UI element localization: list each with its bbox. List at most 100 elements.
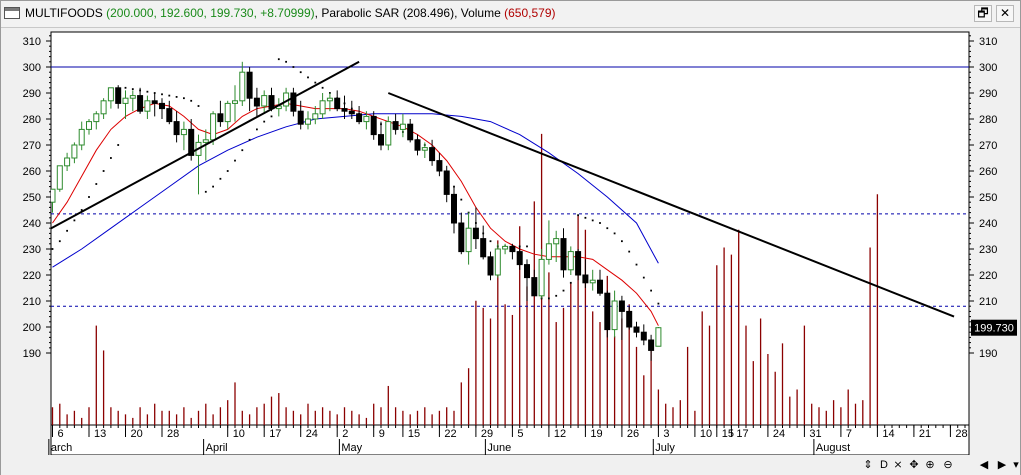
x-tick-label: 17	[269, 428, 281, 440]
x-tick-label: 5	[517, 428, 523, 440]
x-tick-label: 9	[379, 428, 385, 440]
sar-dot	[183, 97, 185, 100]
candle-up	[421, 147, 428, 151]
window-icon	[4, 7, 20, 19]
month-label: arch	[51, 442, 72, 454]
candle-down	[480, 238, 487, 258]
candle-down	[640, 331, 647, 341]
sar-dot	[489, 240, 492, 243]
sar-dot	[124, 86, 127, 89]
quote-values: (200.000, 192.600, 199.730, +8.70999)	[106, 6, 315, 20]
y-tick-label-left: 260	[23, 166, 41, 178]
x-tick-label: 7	[846, 428, 852, 440]
candle-down	[151, 100, 158, 104]
x-tick-label: 31	[809, 428, 821, 440]
y-tick-label-left: 310	[23, 36, 41, 48]
right-arrow-icon[interactable]: ▶	[997, 459, 1007, 471]
y-tick-label-left: 230	[23, 244, 41, 256]
month-label: August	[816, 442, 850, 454]
y-tick-label-left: 250	[23, 192, 41, 204]
candle-down	[407, 123, 414, 141]
candle-down	[348, 110, 355, 115]
sar-dot	[591, 219, 594, 222]
volume-value: (650,579)	[504, 6, 556, 20]
candle-down	[618, 300, 625, 312]
candle-down	[137, 95, 144, 112]
sar-dot	[562, 289, 565, 292]
x-tick-label: 12	[554, 428, 566, 440]
candle-down	[516, 251, 523, 266]
sar-dot	[277, 58, 280, 61]
sar-dot	[606, 227, 609, 230]
y-tick-label-right: 300	[979, 62, 997, 74]
candle-down	[370, 115, 377, 136]
candle-down	[443, 170, 450, 195]
candle-up	[385, 121, 392, 146]
sar-dot	[292, 66, 295, 68]
y-tick-label-right: 230	[979, 244, 997, 256]
sar-dot	[299, 71, 302, 74]
title-bar[interactable]: MULTIFOODS (200.000, 192.600, 199.730, +…	[1, 1, 1020, 28]
candle-up	[312, 113, 319, 120]
x-tick-label: 28	[955, 428, 967, 440]
x-tick-label: 17	[736, 428, 748, 440]
x-tick-label: 2	[342, 428, 348, 440]
y-tick-label-right: 270	[979, 140, 997, 152]
sar-dot	[621, 240, 623, 243]
candle-up	[261, 95, 268, 107]
sar-dot	[635, 263, 638, 266]
candle-up	[567, 251, 574, 271]
left-arrow-icon[interactable]: ◀	[979, 459, 989, 471]
close-button[interactable]: ✕	[996, 5, 1014, 22]
candle-up	[239, 71, 246, 102]
sar-dot	[548, 297, 550, 300]
candle-up	[64, 157, 71, 167]
volume-name: Volume	[460, 6, 501, 20]
x-tick-label: 20	[131, 428, 143, 440]
sar-dot	[102, 170, 105, 172]
sar-dot	[555, 294, 558, 297]
sar-dot	[321, 86, 324, 89]
candle-down	[436, 160, 443, 172]
y-tick-label-left: 270	[23, 140, 41, 152]
y-tick-label-left: 200	[23, 322, 41, 334]
restore-button[interactable]: 🗗	[974, 5, 992, 22]
candle-up	[545, 243, 552, 260]
sar-dot	[642, 276, 645, 279]
x-tick-label: 15	[408, 428, 420, 440]
candle-up	[71, 144, 78, 159]
x-tick-label: 26	[627, 428, 639, 440]
last-price-label: 199.730	[974, 323, 1014, 335]
d-icon[interactable]: D	[880, 459, 888, 471]
candle-down	[451, 193, 457, 224]
zoom-in-icon[interactable]: ⊕	[925, 459, 935, 471]
candle-down	[159, 102, 165, 110]
candle-up	[326, 97, 333, 102]
candle-down	[524, 264, 530, 279]
sar-dot	[650, 289, 652, 292]
x-icon[interactable]: ⨯	[893, 459, 903, 471]
sync-icon[interactable]: ⇕	[863, 459, 873, 471]
dropdown-icon[interactable]: ▾	[1013, 459, 1019, 471]
month-label: April	[206, 442, 228, 454]
y-tick-label-right: 250	[979, 192, 997, 204]
candle-down	[472, 227, 479, 240]
candle-down	[115, 87, 122, 104]
x-tick-label: 10	[700, 428, 712, 440]
move-icon[interactable]: ✥	[909, 459, 919, 471]
month-label: June	[487, 442, 511, 454]
candle-down	[582, 274, 589, 284]
candle-up	[78, 128, 85, 146]
sar-dot	[190, 99, 193, 102]
candle-up	[611, 300, 618, 331]
candle-up	[363, 115, 370, 123]
plot-area	[50, 31, 970, 426]
sar-dot	[234, 159, 236, 162]
candle-up	[655, 327, 662, 347]
zoom-out-icon[interactable]: ⊖	[943, 459, 953, 471]
candle-down	[648, 339, 655, 351]
last-price-box	[971, 319, 1017, 336]
candle-down	[633, 326, 640, 333]
x-tick-label: 24	[306, 428, 318, 440]
